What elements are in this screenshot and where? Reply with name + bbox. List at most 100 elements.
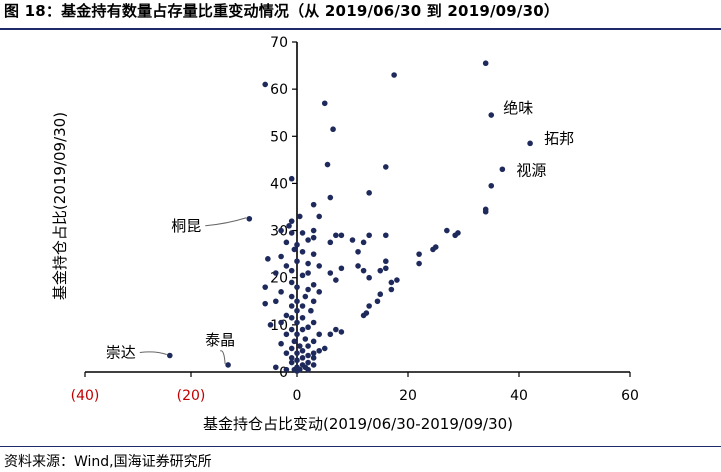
data-point <box>383 232 389 239</box>
annotation-label: 泰晶 <box>205 331 235 349</box>
data-point <box>391 72 397 78</box>
data-point <box>316 347 323 354</box>
data-point <box>499 166 506 173</box>
data-point <box>355 263 361 269</box>
data-point <box>262 300 269 307</box>
data-point <box>225 362 231 368</box>
data-point <box>310 355 317 361</box>
y-axis-label: 基金持仓占比(2019/09/30) <box>51 112 69 300</box>
data-points <box>167 60 533 374</box>
data-point <box>288 359 295 366</box>
data-point <box>308 307 314 314</box>
annotation-label: 桐昆 <box>171 217 201 235</box>
data-point <box>310 201 317 208</box>
data-point <box>321 100 328 107</box>
data-point <box>488 182 495 189</box>
data-point <box>310 362 317 368</box>
annotation-leader-line <box>205 217 247 227</box>
annotation-label: 拓邦 <box>544 129 574 147</box>
x-tick-label: 60 <box>621 388 639 404</box>
data-point <box>355 248 361 255</box>
data-point <box>444 227 450 234</box>
data-point <box>327 239 334 246</box>
data-point <box>273 364 279 371</box>
data-point <box>316 289 323 295</box>
data-point <box>294 319 300 326</box>
data-point <box>299 272 306 279</box>
data-point <box>288 355 295 361</box>
data-point <box>416 251 422 257</box>
data-point <box>273 270 279 276</box>
y-tick-label: 0 <box>279 365 288 381</box>
data-point <box>294 357 300 364</box>
data-point <box>310 350 317 356</box>
x-tick-label: 0 <box>293 388 302 404</box>
data-point <box>302 293 309 300</box>
data-point <box>305 270 311 276</box>
data-point <box>283 350 290 356</box>
data-point <box>278 227 284 234</box>
data-point <box>273 298 279 305</box>
data-point <box>383 258 389 265</box>
data-point <box>299 326 306 333</box>
data-point <box>288 218 295 224</box>
data-point <box>305 260 311 267</box>
data-point <box>299 347 306 354</box>
data-point <box>267 322 274 328</box>
data-point <box>388 286 395 293</box>
data-point <box>310 234 317 241</box>
data-point <box>310 338 317 345</box>
data-point <box>299 303 306 309</box>
data-point <box>262 81 269 88</box>
title-rule <box>0 28 721 30</box>
data-point <box>278 340 284 347</box>
data-point <box>333 277 339 283</box>
data-point <box>167 352 173 359</box>
data-point <box>316 331 323 338</box>
y-tick-label: 40 <box>270 176 288 192</box>
data-point <box>294 258 300 265</box>
data-point <box>294 368 300 374</box>
data-point <box>291 338 298 345</box>
data-point <box>299 355 306 361</box>
data-point <box>360 267 367 274</box>
y-tick-label: 50 <box>270 129 288 145</box>
data-point <box>288 267 295 274</box>
data-point <box>310 251 317 257</box>
data-point <box>349 237 356 243</box>
data-point <box>388 279 395 286</box>
data-point <box>327 331 334 338</box>
data-point <box>305 366 311 373</box>
data-point <box>299 230 306 236</box>
data-point <box>288 175 295 182</box>
data-point <box>265 256 271 262</box>
annotation-label: 崇达 <box>106 344 136 362</box>
data-point <box>305 286 311 293</box>
data-point <box>288 303 295 309</box>
x-axis-label: 基金持仓占比变动(2019/06/30-2019/09/30) <box>203 415 513 433</box>
data-point <box>333 232 339 239</box>
annotation-label: 视源 <box>516 161 546 179</box>
data-point <box>383 265 389 272</box>
page-title: 图 18：基金持有数量占存量比重变动情况（从 2019/06/30 到 2019… <box>4 2 560 20</box>
data-point <box>288 345 295 352</box>
data-point <box>316 263 323 269</box>
data-point <box>296 213 303 220</box>
data-point <box>482 206 489 213</box>
data-point <box>294 284 300 290</box>
data-point <box>327 194 334 201</box>
data-point <box>366 190 372 196</box>
data-point <box>383 164 389 170</box>
data-point <box>286 223 292 229</box>
data-point <box>278 253 284 260</box>
data-point <box>278 289 284 295</box>
data-point <box>377 267 384 274</box>
data-point <box>302 336 309 342</box>
data-point <box>310 319 317 326</box>
data-point <box>338 329 345 335</box>
data-point <box>333 326 339 333</box>
data-point <box>366 303 372 309</box>
data-point <box>330 126 336 133</box>
